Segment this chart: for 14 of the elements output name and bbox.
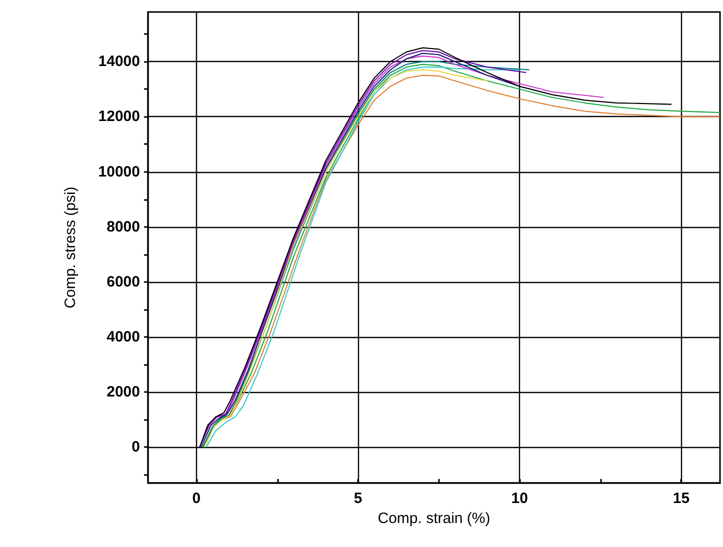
y-tick-label: 8000 [106, 218, 140, 236]
y-tick-label: 4000 [106, 328, 140, 346]
y-tick-label: 6000 [106, 273, 140, 290]
x-tick-label: 10 [511, 490, 528, 507]
x-tick-label: 0 [192, 490, 201, 507]
y-axis-title: Comp. stress (psi) [62, 186, 79, 308]
x-axis-title: Comp. strain (%) [378, 510, 490, 527]
y-tick-label: 2000 [106, 384, 140, 401]
x-tick-label: 5 [354, 490, 362, 507]
y-tick-label: 0 [132, 438, 140, 456]
y-tick-label: 14000 [98, 53, 140, 70]
y-tick-label: 10000 [98, 163, 140, 180]
x-tick-label: 15 [672, 490, 690, 507]
y-tick-label: 12000 [98, 108, 140, 126]
